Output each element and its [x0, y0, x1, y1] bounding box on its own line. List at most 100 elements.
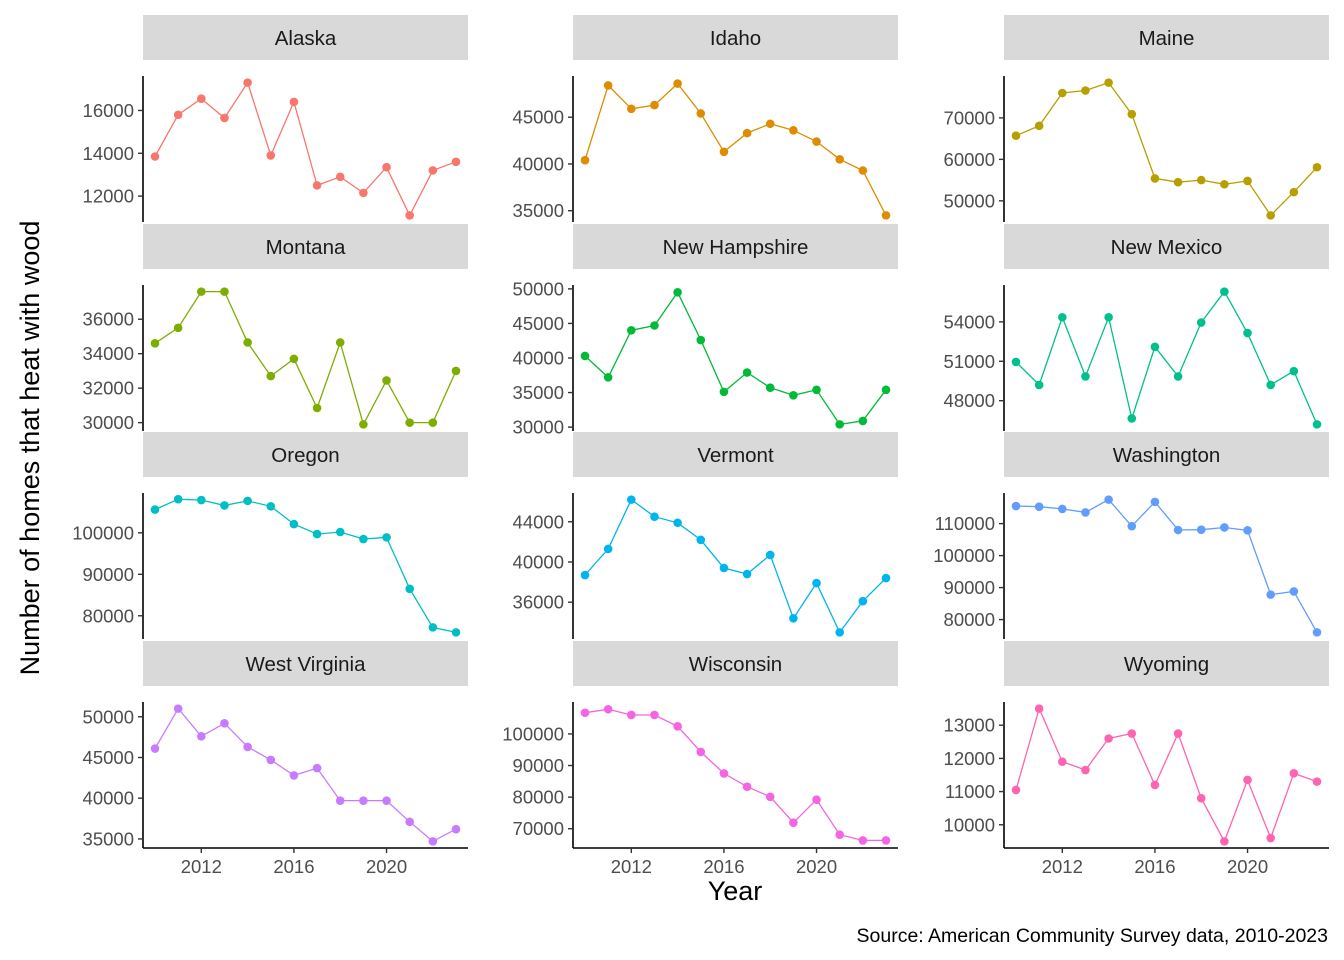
y-tick-label: 60000 [944, 149, 995, 170]
y-tick-label: 50000 [513, 278, 564, 299]
series-line-wisconsin [584, 708, 886, 842]
y-axis-title: Number of homes that heat with wood [15, 221, 45, 676]
data-point-wisconsin-2014 [673, 722, 682, 731]
data-point-wisconsin-2011 [603, 704, 613, 714]
data-point-vermont-2015 [696, 535, 706, 545]
data-point-vermont-2013 [650, 512, 659, 522]
data-point-wisconsin-2016 [719, 769, 729, 778]
data-point-oregon-2018 [335, 527, 345, 537]
strip-label: Alaska [275, 27, 337, 50]
data-point-new-mexico-2019 [1220, 287, 1229, 296]
data-point-idaho-2018 [765, 119, 775, 129]
data-point-idaho-2019 [789, 126, 798, 135]
data-point-wisconsin-2010 [580, 708, 590, 718]
strip-background [573, 432, 898, 477]
strip-label: New Hampshire [663, 236, 809, 259]
panel-new-mexico: New Mexico 48000 51000 54000 [944, 224, 1329, 431]
strip-background [573, 641, 898, 686]
data-point-alaska-2017 [312, 181, 322, 190]
data-point-oregon-2011 [173, 494, 183, 504]
data-point-idaho-2011 [603, 81, 613, 90]
data-point-wyoming-2016 [1150, 780, 1160, 790]
y-tick-label: 110000 [935, 513, 995, 534]
data-point-new-mexico-2022 [1289, 366, 1299, 376]
data-point-idaho-2022 [858, 166, 868, 175]
panel-idaho: Idaho 35000 40000 45000 [513, 15, 898, 222]
y-tick-label: 40000 [513, 551, 564, 572]
data-point-oregon-2019 [359, 534, 368, 544]
panel-new-hampshire: New Hampshire 30000 35000 40000 45000 50000 [513, 224, 898, 438]
data-point-oregon-2013 [220, 501, 229, 510]
strip-background [1004, 15, 1329, 60]
data-point-wisconsin-2019 [789, 818, 798, 828]
data-point-west-virginia-2017 [312, 763, 322, 773]
series-line-maine [1015, 81, 1318, 217]
data-point-vermont-2019 [789, 613, 798, 623]
y-tick-label: 30000 [513, 417, 564, 438]
data-point-new-hampshire-2016 [719, 387, 729, 397]
data-point-alaska-2019 [359, 188, 368, 198]
strip-label: New Mexico [1111, 236, 1223, 259]
y-tick-label: 51000 [944, 351, 995, 372]
y-tick-label: 50000 [944, 190, 995, 211]
data-point-wisconsin-2017 [742, 782, 752, 791]
panel-wisconsin: Wisconsin 70000 80000 90000 100000 2012 2016 20… [502, 641, 898, 877]
data-point-washington-2019 [1220, 523, 1229, 532]
data-point-alaska-2018 [335, 172, 345, 182]
data-point-vermont-2014 [673, 518, 682, 528]
data-point-new-mexico-2015 [1127, 414, 1137, 423]
data-point-maine-2017 [1173, 177, 1183, 187]
data-point-idaho-2023 [881, 211, 891, 220]
data-point-oregon-2014 [243, 496, 252, 506]
data-point-new-mexico-2012 [1058, 312, 1067, 322]
data-point-new-hampshire-2021 [835, 420, 844, 429]
data-point-maine-2011 [1034, 121, 1044, 131]
panel-montana: Montana 30000 32000 34000 36000 [83, 224, 468, 433]
data-point-idaho-2020 [812, 137, 821, 146]
y-tick-label: 45000 [83, 747, 134, 768]
data-point-oregon-2021 [405, 584, 414, 594]
y-tick-label: 80000 [513, 787, 564, 808]
data-point-new-mexico-2014 [1104, 312, 1113, 322]
series-line-montana [154, 290, 457, 427]
y-tick-label: 34000 [83, 343, 134, 364]
y-tick-label: 30000 [83, 412, 134, 433]
data-point-maine-2013 [1081, 86, 1090, 95]
data-point-washington-2022 [1289, 587, 1299, 596]
data-point-maine-2020 [1243, 176, 1252, 186]
data-point-montana-2016 [289, 354, 299, 364]
y-tick-label: 40000 [513, 348, 564, 369]
data-point-west-virginia-2018 [335, 796, 345, 805]
data-point-washington-2015 [1127, 521, 1137, 531]
data-point-alaska-2016 [289, 97, 299, 107]
y-tick-label: 11000 [945, 781, 995, 802]
strip-label: Washington [1113, 444, 1221, 467]
y-tick-label: 90000 [513, 755, 564, 776]
y-tick-label: 35000 [513, 200, 564, 221]
series-line-vermont [584, 498, 887, 634]
data-point-vermont-2023 [881, 573, 891, 583]
x-tick-label: 2020 [366, 856, 407, 877]
data-point-washington-2016 [1150, 497, 1160, 507]
data-point-new-hampshire-2011 [603, 373, 613, 382]
data-point-wyoming-2011 [1034, 704, 1044, 713]
series-line-washington [1015, 498, 1318, 633]
data-point-west-virginia-2023 [451, 824, 461, 834]
data-point-west-virginia-2011 [173, 704, 183, 713]
data-point-vermont-2021 [835, 628, 844, 637]
data-point-maine-2019 [1220, 179, 1229, 189]
strip-label: Wyoming [1124, 653, 1209, 676]
y-tick-label: 50000 [83, 706, 134, 727]
data-point-vermont-2020 [812, 578, 821, 588]
data-point-oregon-2016 [289, 519, 299, 529]
data-point-montana-2011 [173, 323, 183, 333]
data-point-new-mexico-2017 [1173, 372, 1183, 381]
strip-background [143, 224, 468, 269]
y-tick-label: 54000 [944, 311, 995, 332]
data-point-vermont-2017 [742, 569, 752, 579]
data-point-alaska-2023 [451, 157, 461, 167]
y-tick-label: 36000 [513, 592, 564, 613]
panel-wyoming: Wyoming 10000 11000 12000 13000 2012 2016 2020 [944, 641, 1329, 877]
data-point-wisconsin-2023 [881, 836, 891, 845]
